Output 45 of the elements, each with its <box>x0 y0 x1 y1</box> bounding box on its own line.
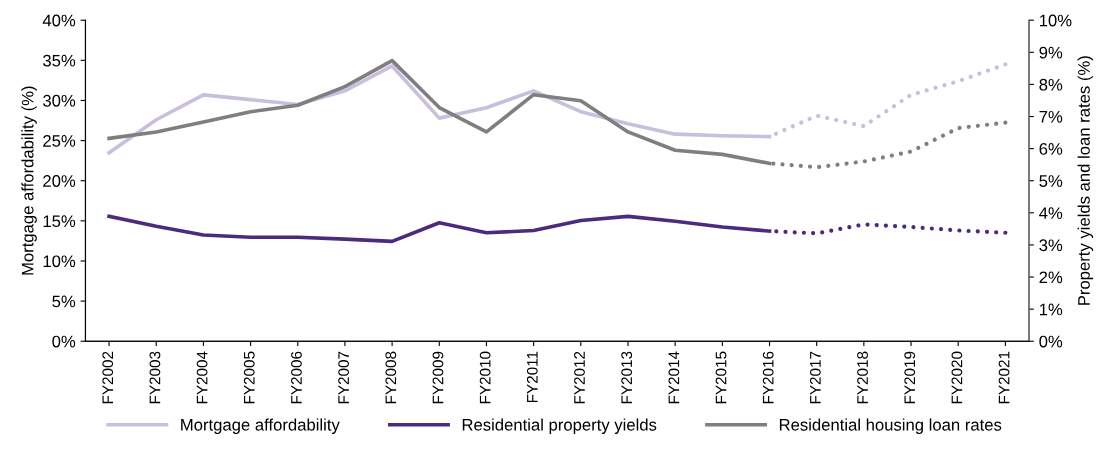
y2-tick-label: 6% <box>1039 143 1063 155</box>
y2-axis-title: Property yields and loan rates (%) <box>1077 56 1094 305</box>
y-tick-label: 30% <box>43 94 76 107</box>
x-tick-label: FY2018 <box>857 351 868 404</box>
legend-label: Residential property yields <box>462 418 657 434</box>
y2-tick-label: 5% <box>1039 175 1063 187</box>
x-tick-label: FY2008 <box>385 351 397 404</box>
x-tick-label: FY2020 <box>951 351 963 404</box>
x-tick-label: FY2015 <box>715 351 727 404</box>
y-tick-label: 0% <box>52 335 76 348</box>
x-tick-label: FY2010 <box>479 351 491 404</box>
x-tick-label: FY2011 <box>526 351 538 403</box>
x-tick-label: FY2013 <box>621 351 633 404</box>
y-axis-title: Mortgage affordability (%) <box>21 86 37 275</box>
y-tick-label: 35% <box>43 54 76 67</box>
y-tick-label: 5% <box>52 295 76 308</box>
y2-tick-label: 0% <box>1039 335 1063 348</box>
legend-label: Residential housing loan rates <box>779 418 1002 434</box>
x-tick-label: FY2002 <box>102 351 114 404</box>
y2-tick-label: 1% <box>1039 303 1063 316</box>
x-tick-label: FY2021 <box>998 351 1010 404</box>
x-tick-label: FY2005 <box>243 351 255 404</box>
x-tick-label: FY2006 <box>291 351 302 404</box>
x-tick-label: FY2007 <box>338 351 350 404</box>
x-tick-label: FY2017 <box>809 351 821 404</box>
y2-tick-label: 8% <box>1039 78 1063 91</box>
y2-tick-label: 10% <box>1039 14 1072 27</box>
y2-tick-label: 9% <box>1039 46 1063 59</box>
x-tick-label: FY2016 <box>762 351 774 404</box>
y-tick-label: 20% <box>43 175 76 187</box>
y2-tick-label: 2% <box>1039 271 1063 284</box>
y2-tick-label: 7% <box>1039 110 1063 123</box>
y2-tick-label: 3% <box>1039 239 1063 252</box>
x-tick-label: FY2019 <box>904 351 916 404</box>
x-tick-label: FY2009 <box>432 351 444 404</box>
x-tick-label: FY2003 <box>149 351 161 404</box>
x-tick-label: FY2014 <box>668 351 680 404</box>
y-tick-label: 10% <box>43 255 76 268</box>
x-tick-label: FY2012 <box>574 351 585 404</box>
y-tick-label: 15% <box>43 215 76 228</box>
y-tick-label: 40% <box>42 14 76 27</box>
y2-tick-label: 4% <box>1039 207 1063 219</box>
legend-label: Mortgage affordability <box>181 418 340 434</box>
x-tick-label: FY2004 <box>196 351 208 404</box>
y-tick-label: 25% <box>43 134 76 147</box>
